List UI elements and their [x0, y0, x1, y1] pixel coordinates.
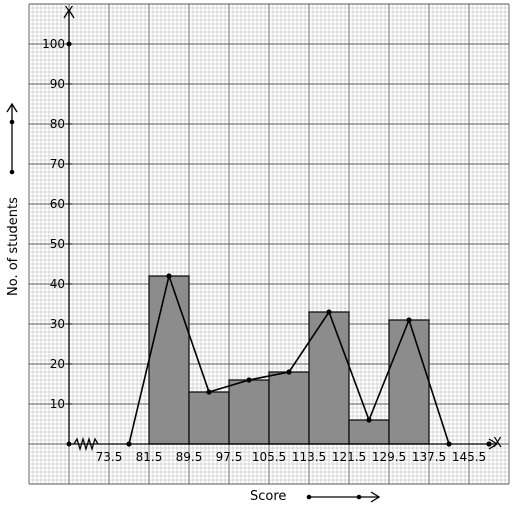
y-tick-label-70: 70	[50, 157, 65, 171]
polygon-point-6	[326, 309, 332, 315]
y-tick-label-60: 60	[50, 197, 65, 211]
origin-point	[66, 441, 72, 447]
x-direction-dot-1	[306, 494, 312, 500]
frequency-polygon	[126, 273, 492, 447]
y-tick-label-30: 30	[50, 317, 65, 331]
polygon-point-8	[406, 317, 412, 323]
x-direction-dot-2	[356, 494, 362, 500]
labels: X Y Score No. of students	[6, 5, 502, 504]
x-tick-label-4: 97.5	[216, 450, 243, 464]
x-axis-arrow	[488, 438, 499, 450]
y-axis-label: No. of students	[6, 197, 21, 296]
histogram-bar-3	[228, 379, 270, 445]
x-tick-label-10: 145.5	[452, 450, 486, 464]
x-direction-arrowhead	[370, 491, 381, 503]
y-tick-label-40: 40	[50, 277, 65, 291]
y-axis-letter: Y	[64, 5, 73, 20]
y-direction-dot-2	[9, 119, 15, 125]
y-tick-label-80: 80	[50, 117, 65, 131]
axes: 10 20 30 40 50 60 70 80 90 100 73.5 81.5 89.5 97.5 105…	[42, 8, 499, 464]
histogram-bar-1	[148, 275, 190, 445]
polygon-point-7	[366, 417, 372, 423]
x-tick-label-2: 81.5	[136, 450, 163, 464]
histogram-bar-7	[388, 319, 430, 445]
polygon-point-1	[126, 441, 132, 447]
x-end-point	[486, 441, 492, 447]
polygon-point-5	[286, 369, 292, 375]
x-tick-label-1: 73.5	[96, 450, 123, 464]
x-axis-label: Score	[250, 489, 286, 504]
y-direction-dot-1	[9, 169, 15, 175]
y-direction-arrowhead	[6, 102, 18, 113]
histogram-bar-6	[348, 419, 390, 445]
x-tick-label-7: 121.5	[332, 450, 366, 464]
y-tick-label-10: 10	[50, 397, 65, 411]
y-axis-arrow	[63, 8, 75, 19]
histogram-bar-2	[188, 391, 230, 445]
polygon-point-2	[166, 273, 172, 279]
histogram-bar-5	[308, 311, 350, 445]
polygon-point-3	[206, 389, 212, 395]
histogram-bar-4	[268, 371, 310, 445]
x-tick-label-9: 137.5	[412, 450, 446, 464]
y-tick-label-90: 90	[50, 77, 65, 91]
y-tick-label-20: 20	[50, 357, 65, 371]
polygon-point-9	[446, 441, 452, 447]
y-max-point	[66, 41, 72, 47]
polygon-point-4	[246, 377, 252, 383]
x-tick-label-5: 105.5	[252, 450, 286, 464]
direction-arrows	[6, 102, 381, 503]
axis-break	[73, 436, 99, 452]
y-tick-label-50: 50	[50, 237, 65, 251]
x-tick-label-8: 129.5	[372, 450, 406, 464]
x-axis-letter: X	[493, 436, 502, 451]
x-tick-label-6: 113.5	[292, 450, 326, 464]
y-tick-label-100: 100	[42, 37, 65, 51]
x-tick-label-3: 89.5	[176, 450, 203, 464]
